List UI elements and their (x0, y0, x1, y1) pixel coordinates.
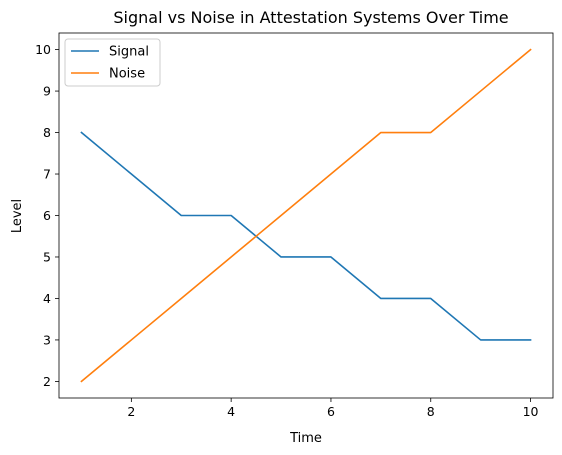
y-tick-label: 6 (43, 208, 51, 223)
y-tick-label: 5 (43, 249, 51, 264)
y-tick-label: 2 (43, 374, 51, 389)
x-tick-label: 6 (327, 404, 335, 419)
y-tick-label: 8 (43, 125, 51, 140)
x-tick-label: 4 (227, 404, 235, 419)
x-tick-label: 8 (427, 404, 435, 419)
y-tick-label: 10 (35, 42, 51, 57)
y-tick-label: 4 (43, 291, 51, 306)
plot-frame (58, 32, 554, 399)
plot-area (59, 33, 553, 398)
series-line-signal (80, 131, 532, 341)
y-tick-label: 3 (43, 332, 51, 347)
chart-title: Signal vs Noise in Attestation Systems O… (113, 8, 508, 27)
x-axis-label: Time (289, 431, 322, 446)
y-tick-label: 7 (43, 167, 51, 182)
y-tick-label: 9 (43, 84, 51, 99)
legend-label-noise: Noise (109, 67, 145, 82)
x-tick-label: 10 (523, 404, 539, 419)
x-tick-label: 2 (127, 404, 135, 419)
axis-ticks: 2 4 6 8 10 2 3 4 5 6 7 8 9 10 (35, 42, 538, 419)
series-line-noise (80, 48, 532, 383)
y-axis-label: Level (10, 199, 25, 233)
legend-label-signal: Signal (109, 45, 149, 60)
legend: Signal Noise (64, 38, 161, 87)
series-lines (80, 48, 532, 383)
